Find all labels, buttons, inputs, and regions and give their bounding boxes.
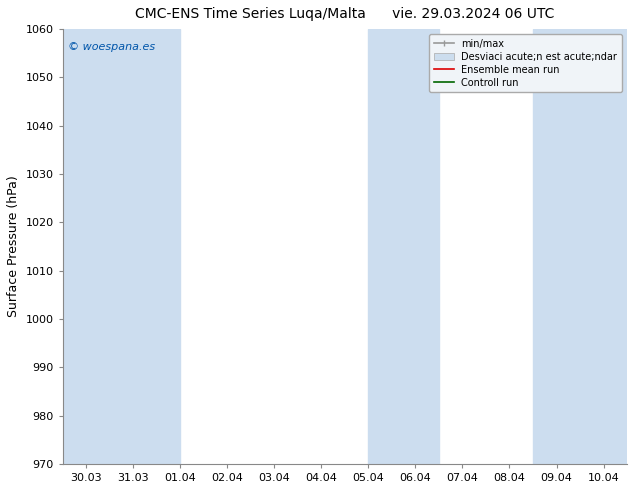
Legend: min/max, Desviaci acute;n est acute;ndar, Ensemble mean run, Controll run: min/max, Desviaci acute;n est acute;ndar…: [429, 34, 622, 93]
Bar: [63, 29, 180, 464]
Text: © woespana.es: © woespana.es: [68, 42, 155, 52]
Title: CMC-ENS Time Series Luqa/Malta      vie. 29.03.2024 06 UTC: CMC-ENS Time Series Luqa/Malta vie. 29.0…: [135, 7, 555, 21]
Bar: [368, 29, 439, 464]
Bar: [533, 29, 627, 464]
Y-axis label: Surface Pressure (hPa): Surface Pressure (hPa): [7, 176, 20, 318]
